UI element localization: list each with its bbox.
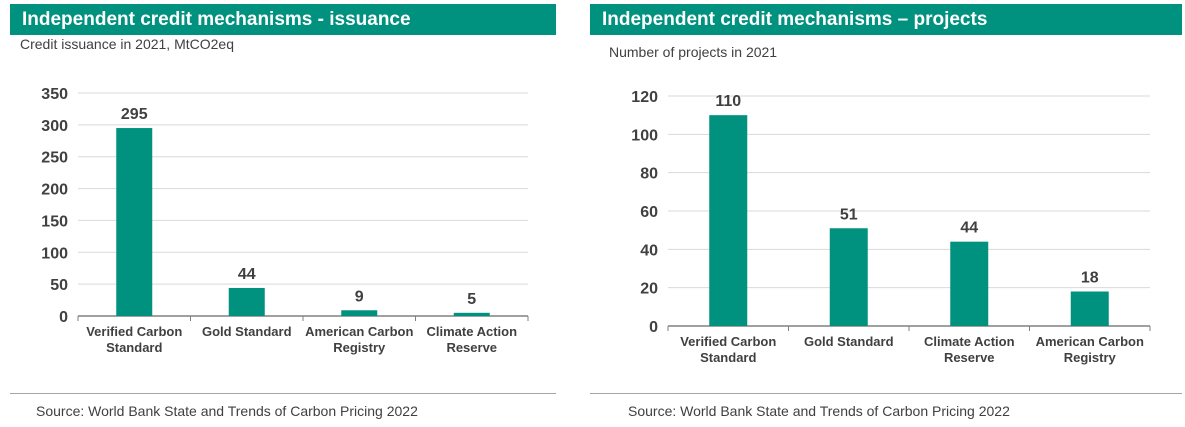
category-label: American Carbon — [1036, 334, 1144, 349]
y-tick-label: 20 — [640, 281, 658, 298]
bar — [1070, 291, 1109, 326]
category-label: Reserve — [446, 340, 497, 355]
chart-subtitle: Number of projects in 2021 — [609, 44, 778, 60]
category-label: Verified Carbon — [680, 334, 776, 349]
data-label: 51 — [840, 206, 858, 223]
data-label: 9 — [355, 288, 364, 305]
y-tick-label: 100 — [631, 127, 658, 144]
category-label: Registry — [1064, 350, 1117, 365]
y-tick-label: 80 — [640, 166, 658, 183]
category-label: Verified Carbon — [86, 324, 182, 339]
y-tick-label: 300 — [41, 118, 68, 135]
bar — [709, 115, 748, 327]
category-label: Gold Standard — [202, 324, 292, 339]
source-note: Source: World Bank State and Trends of C… — [628, 403, 1010, 419]
category-label: Reserve — [944, 350, 995, 365]
data-label: 295 — [121, 106, 148, 123]
bar — [228, 287, 265, 316]
bar — [829, 228, 868, 326]
y-tick-label: 250 — [41, 150, 68, 167]
data-label: 18 — [1081, 270, 1099, 287]
y-tick-label: 200 — [41, 182, 68, 199]
source-divider — [10, 393, 556, 394]
category-label: Standard — [700, 350, 756, 365]
category-label: Climate Action — [924, 334, 1015, 349]
data-label: 5 — [467, 291, 476, 308]
data-label: 44 — [238, 266, 256, 283]
y-tick-label: 0 — [59, 309, 68, 326]
issuance-panel: Independent credit mechanisms - issuance… — [0, 0, 560, 427]
projects-panel: Independent credit mechanisms – projects… — [588, 0, 1185, 427]
source-note: Source: World Bank State and Trends of C… — [36, 403, 418, 419]
category-label: Climate Action — [426, 324, 517, 339]
y-tick-label: 0 — [649, 319, 658, 336]
category-label: Gold Standard — [804, 334, 894, 349]
y-tick-label: 100 — [41, 245, 68, 262]
chart-title: Independent credit mechanisms - issuance — [10, 4, 556, 35]
bar — [453, 312, 490, 316]
source-divider — [590, 393, 1182, 394]
chart-title: Independent credit mechanisms – projects — [590, 4, 1182, 35]
y-tick-label: 40 — [640, 242, 658, 259]
y-tick-label: 350 — [41, 86, 68, 103]
y-tick-label: 150 — [41, 213, 68, 230]
category-label: Standard — [106, 340, 162, 355]
y-tick-label: 60 — [640, 204, 658, 221]
data-label: 44 — [960, 220, 978, 237]
y-tick-label: 120 — [631, 89, 658, 106]
bar — [341, 310, 378, 316]
category-label: American Carbon — [305, 324, 413, 339]
data-label: 110 — [715, 93, 741, 110]
chart-subtitle: Credit issuance in 2021, MtCO2eq — [20, 36, 234, 52]
bar — [116, 128, 153, 316]
y-tick-label: 50 — [50, 277, 68, 294]
category-label: Registry — [333, 340, 386, 355]
bar — [950, 241, 989, 326]
